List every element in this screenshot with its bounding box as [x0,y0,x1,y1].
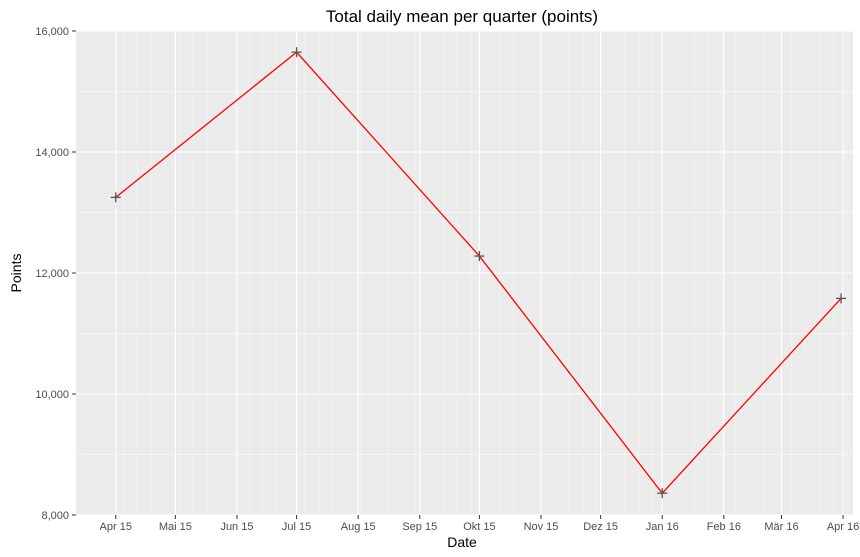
chart-title: Total daily mean per quarter (points) [326,7,598,26]
x-tick-label: Jun 15 [220,521,253,533]
series-group [110,47,847,499]
x-axis-title: Date [447,534,477,550]
y-tick-label: 16,000 [35,26,69,38]
y-axis: 8,000 10,000 12,000 14,000 16,000 [35,26,76,522]
x-tick-label: Jul 15 [282,521,311,533]
x-tick-label: Mai 15 [159,521,192,533]
y-tick-label: 14,000 [35,147,69,159]
y-tick-label: 10,000 [35,389,69,401]
data-point [836,293,847,304]
data-point [474,251,485,262]
x-tick-label: Okt 15 [463,521,495,533]
data-point [291,47,302,58]
x-axis: Apr 15 Mai 15 Jun 15 Jul 15 Aug 15 Sep 15 Okt … [100,515,859,533]
x-tick-label: Dez 15 [583,521,618,533]
x-tick-label: Jan 16 [646,521,679,533]
data-point [110,192,121,203]
y-axis-title: Points [8,254,24,293]
data-point [657,488,668,499]
x-tick-label: Apr 15 [100,521,132,533]
x-tick-label: Feb 16 [707,521,741,533]
y-tick-label: 8,000 [41,510,69,522]
x-tick-label: Apr 16 [827,521,859,533]
x-tick-label: Nov 15 [524,521,559,533]
x-tick-label: Sep 15 [402,521,437,533]
x-tick-label: Aug 15 [341,521,376,533]
x-tick-label: Mär 16 [764,521,798,533]
y-tick-label: 12,000 [35,268,69,280]
